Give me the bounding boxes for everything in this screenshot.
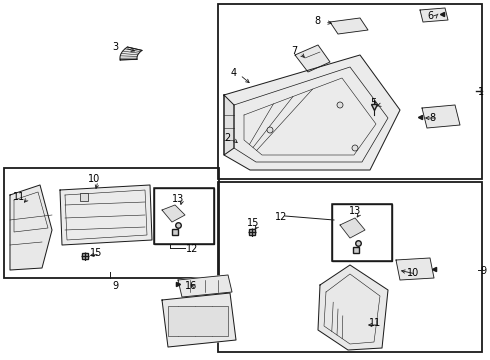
- Polygon shape: [224, 95, 234, 155]
- Polygon shape: [178, 275, 232, 297]
- Polygon shape: [224, 55, 400, 170]
- Polygon shape: [162, 205, 185, 222]
- Text: 10: 10: [407, 268, 419, 278]
- Bar: [218, 182, 482, 352]
- Text: 11: 11: [369, 318, 381, 328]
- Text: 3: 3: [112, 42, 118, 52]
- Text: 4: 4: [231, 68, 237, 78]
- Bar: [332, 204, 392, 261]
- Bar: [168, 306, 228, 336]
- Polygon shape: [120, 47, 142, 60]
- Text: 12: 12: [275, 212, 287, 222]
- Polygon shape: [162, 293, 236, 347]
- Polygon shape: [295, 45, 330, 72]
- Polygon shape: [396, 258, 434, 280]
- Polygon shape: [340, 218, 365, 238]
- Bar: [154, 188, 214, 244]
- Text: 9: 9: [480, 266, 486, 276]
- Text: 12: 12: [186, 244, 198, 254]
- Text: 6: 6: [427, 11, 433, 21]
- Text: 13: 13: [349, 206, 361, 216]
- Text: 15: 15: [90, 248, 102, 258]
- Polygon shape: [420, 8, 448, 22]
- Bar: [218, 4, 482, 179]
- Text: 8: 8: [314, 16, 320, 26]
- Polygon shape: [422, 105, 460, 128]
- Text: 5: 5: [370, 98, 376, 108]
- Polygon shape: [330, 18, 368, 34]
- Text: 14: 14: [178, 321, 190, 331]
- Bar: [80, 193, 88, 201]
- Text: 7: 7: [291, 46, 297, 56]
- Text: 11: 11: [13, 192, 25, 202]
- Text: 15: 15: [247, 218, 259, 228]
- Polygon shape: [10, 185, 52, 270]
- Bar: [154, 188, 214, 244]
- Bar: [4, 168, 219, 278]
- Polygon shape: [318, 265, 388, 350]
- Text: 9: 9: [112, 281, 118, 291]
- Text: 13: 13: [172, 194, 184, 204]
- Polygon shape: [60, 185, 152, 245]
- Text: 1: 1: [478, 87, 484, 97]
- Text: 10: 10: [88, 174, 100, 184]
- Circle shape: [267, 127, 273, 133]
- Circle shape: [337, 102, 343, 108]
- Circle shape: [352, 145, 358, 151]
- Text: 8: 8: [429, 113, 435, 123]
- Bar: [332, 204, 392, 261]
- Text: 2: 2: [224, 133, 230, 143]
- Text: 16: 16: [185, 281, 197, 291]
